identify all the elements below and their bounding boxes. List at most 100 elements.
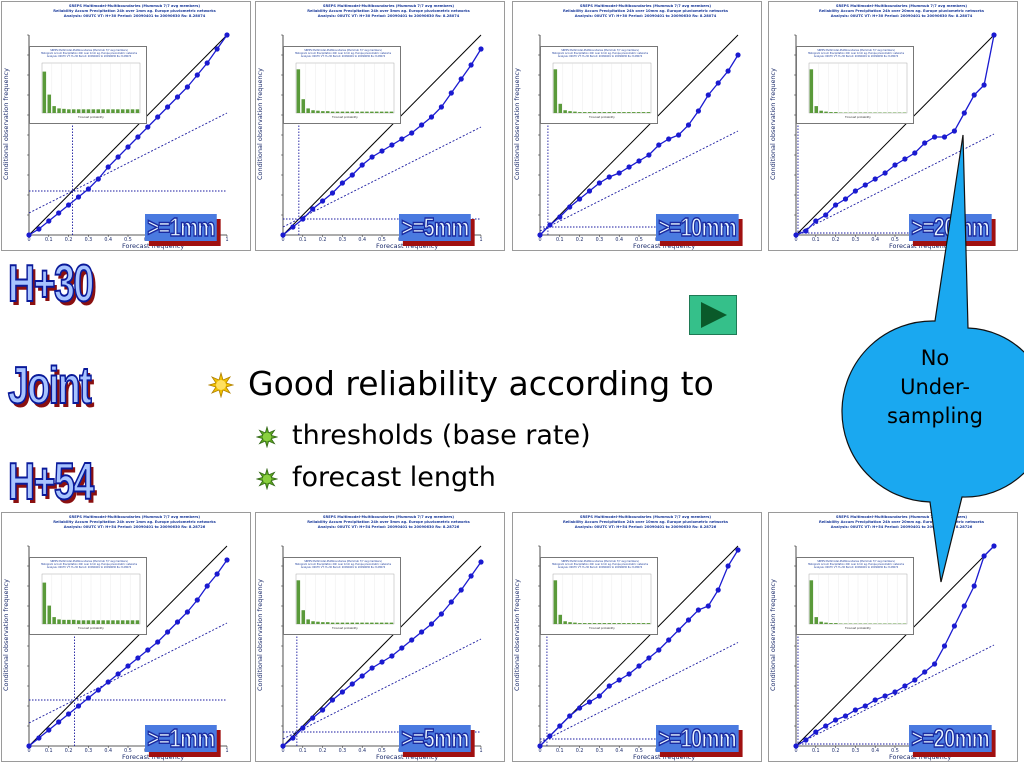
histogram-bar [101,620,105,624]
no-skill-line [282,638,482,740]
reliability-point [369,154,375,160]
panel-title-line: Analysis: 00UTC VT: H+30 Period: 2009040… [317,14,460,18]
sharpness-histogram-inset: SREPS Multimodel-Multiboundaries (Mummub… [29,46,147,124]
histogram-bar [578,623,582,624]
no-skill-line [28,622,228,724]
histogram-bar [311,621,315,624]
y-axis-label: Conditional observation frequency [2,579,10,691]
reliability-point [75,194,82,200]
reliability-point [577,705,583,711]
x-tick-label: 0.2 [65,237,73,243]
histogram-bar [834,112,838,113]
histogram-bar [558,614,562,624]
histogram-bar [365,111,369,113]
x-tick-label: 1 [225,748,228,754]
reliability-point [95,687,101,693]
no-skill-line [539,642,739,743]
histogram-bar [617,623,621,624]
histogram-bar [345,111,350,113]
panel-title: SREPS Multimodel-Multiboundaries (Mummub… [276,515,501,530]
histogram-bar [632,623,636,624]
y-axis-label: Conditional observation frequency [769,579,777,691]
reliability-point [902,683,908,689]
histogram-bar [829,112,833,113]
inset-title: SREPS Multimodel-Multiboundaries (Mummub… [34,49,144,59]
reliability-point [409,130,415,136]
histogram-bar [125,109,130,113]
no-skill-line [795,644,995,746]
histogram-bar [345,622,350,624]
inset-title: SREPS Multimodel-Multiboundaries (Mummub… [34,560,144,570]
panel-title-line: SREPS Multimodel-Multiboundaries (Mummub… [68,4,201,8]
histogram-chart: Forecast probability [41,573,141,630]
reliability-point [438,104,444,110]
histogram-bar [646,623,651,624]
inset-title-line: Histogram Accum Precipitation 24h over 1… [294,52,392,56]
histogram-bar [365,622,369,624]
x-tick-label: 0.4 [104,748,112,754]
play-button[interactable] [689,295,737,335]
x-tick-label: 0.1 [556,748,564,754]
label-joint: Joint [7,357,92,415]
reliability-point [666,136,672,142]
sharpness-histogram-inset: SREPS Multimodel-Multiboundaries (Mummub… [29,557,147,635]
histogram-bar [587,623,592,624]
histogram-chart: Forecast probability [295,573,395,630]
histogram-chart: Forecast probability [552,62,652,119]
reliability-point [56,719,62,725]
x-tick-label: 0.4 [871,748,879,754]
inset-title: SREPS Multimodel-Multiboundaries (Mummub… [545,49,655,59]
reliability-panel-h54-1mm: SREPS Multimodel-Multiboundaries (Mummub… [1,512,251,762]
reliability-point [577,196,583,202]
reliability-point [458,76,464,82]
histogram-bar [568,622,572,624]
histogram-bar [67,619,71,624]
histogram-bar [106,109,110,113]
histogram-bar [42,71,47,113]
x-tick-label: 0.2 [319,748,327,754]
histogram-chart: Forecast probability [552,573,652,630]
panel-title-line: Analysis: 00UTC VT: H+30 Period: 2009040… [830,14,973,18]
reliability-point [951,128,957,134]
reliability-point [685,122,692,128]
x-tick-label: 0.5 [635,748,643,754]
histogram-bar [301,610,305,624]
histogram-bar [602,112,607,113]
reliability-point [616,677,622,683]
reliability-point [715,80,721,86]
histogram-bar [76,620,81,624]
histogram-bar [622,112,626,113]
reliability-point [155,114,161,120]
reliability-point [833,717,839,723]
reliability-point [803,737,809,743]
histogram-bar [86,620,91,624]
histogram-bar [72,619,76,624]
reliability-point [66,202,72,208]
x-tick-label: 0 [281,748,284,754]
reliability-point [646,655,652,661]
reliability-point [833,202,839,208]
reliability-point [656,647,662,653]
histogram-bar [316,110,320,113]
histogram-bar [553,580,558,624]
bullet-main-text: Good reliability according to [248,364,714,403]
histogram-bar [563,110,567,113]
reliability-point [135,655,141,661]
reliability-point [725,563,731,569]
reliability-point [409,637,415,643]
reliability-point [922,140,928,146]
reliability-point [912,150,918,156]
x-axis-label: Forecast frequency [122,753,185,761]
histogram-bar [52,617,56,624]
inset-title: SREPS Multimodel-Multiboundaries (Mummub… [288,560,398,570]
reliability-point [567,204,573,210]
histogram-bar [130,109,135,113]
reliability-point [105,679,111,685]
play-icon [701,302,727,328]
histogram-bar [602,623,607,624]
x-axis-label: Forecast frequency [376,753,439,761]
panel-title: SREPS Multimodel-Multiboundaries (Mummub… [22,4,247,19]
panel-title-line: Analysis: 00UTC VT: H+54 Period: 2009040… [63,525,206,529]
reliability-point [419,122,425,128]
inset-title-line: Analysis: 00UTC VT: H+30 Period: 2009040… [46,55,132,59]
